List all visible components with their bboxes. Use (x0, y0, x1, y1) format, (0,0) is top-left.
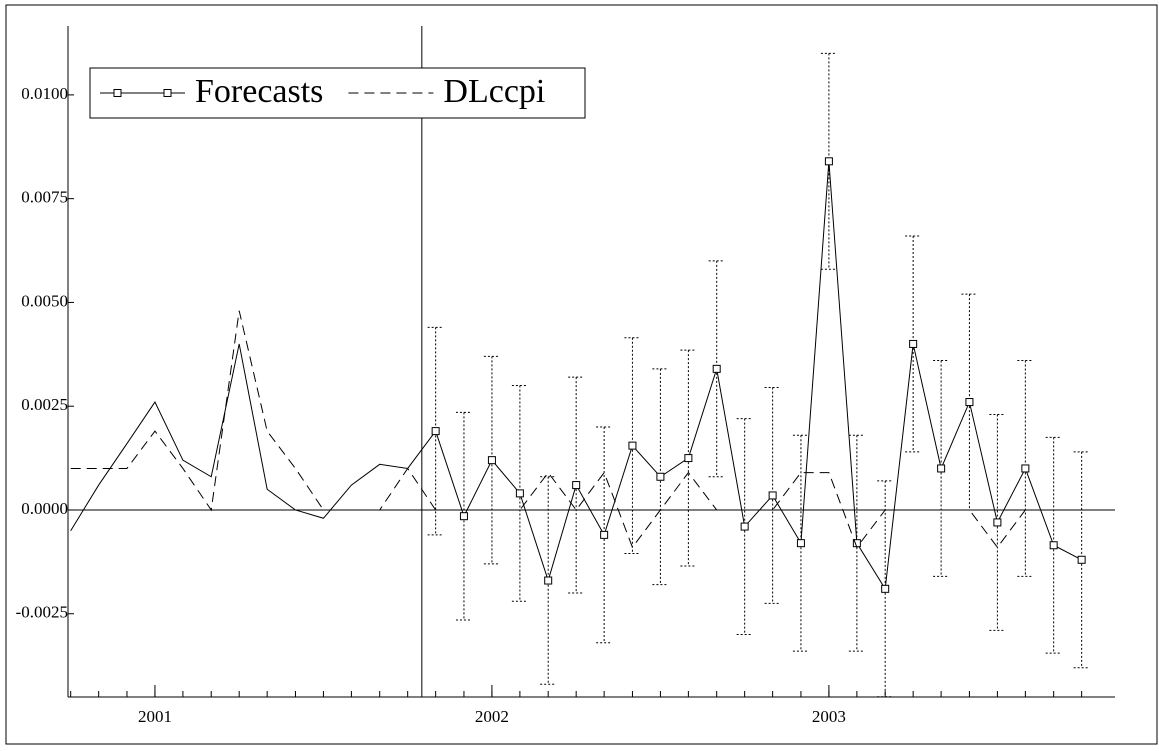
point-marker (1077, 555, 1086, 564)
legend-label: DLccpi (443, 73, 545, 110)
point-marker (712, 364, 721, 373)
overlay: 0.0100 0.0075 0.0050 0.0025 0.0000 -0.0025 200… (16, 26, 1083, 726)
point-marker (965, 398, 974, 407)
legend-label: Forecasts (195, 73, 323, 110)
series-line (70, 161, 1082, 591)
point-marker (600, 530, 609, 539)
point-marker (937, 464, 946, 473)
x-tick-label: 2003 (812, 707, 846, 726)
point-marker (431, 427, 440, 436)
y-tick-label: 0.0100 (21, 84, 68, 103)
y-tick-label: 0.0075 (21, 188, 68, 207)
y-tick-label: 0.0050 (21, 291, 68, 310)
point-marker (909, 339, 918, 348)
point-marker (1021, 464, 1030, 473)
point-marker (656, 472, 665, 481)
y-tick-label: -0.0025 (16, 603, 68, 622)
x-tick-label: 2001 (138, 707, 172, 726)
point-marker (628, 441, 637, 450)
legend-marker (113, 89, 122, 97)
point-marker (993, 518, 1002, 527)
point-marker (796, 539, 805, 548)
plot-area (68, 52, 1115, 697)
point-marker (740, 522, 749, 531)
point-marker (572, 481, 581, 490)
point-marker (515, 489, 524, 498)
point-marker (881, 584, 890, 593)
point-marker (487, 456, 496, 465)
series-line (70, 310, 1026, 549)
point-marker (824, 157, 833, 166)
point-marker (1049, 541, 1058, 550)
legend: Forecasts DLccpi (89, 67, 586, 119)
frame (5, 4, 1158, 745)
point-marker (768, 491, 777, 500)
x-tick-label: 2002 (475, 707, 509, 726)
point-marker (684, 454, 693, 463)
y-tick-label: 0.0025 (21, 395, 68, 414)
y-tick-label: 0.0000 (21, 499, 68, 518)
point-marker (459, 512, 468, 521)
point-marker (544, 576, 553, 585)
legend-marker (163, 89, 172, 97)
